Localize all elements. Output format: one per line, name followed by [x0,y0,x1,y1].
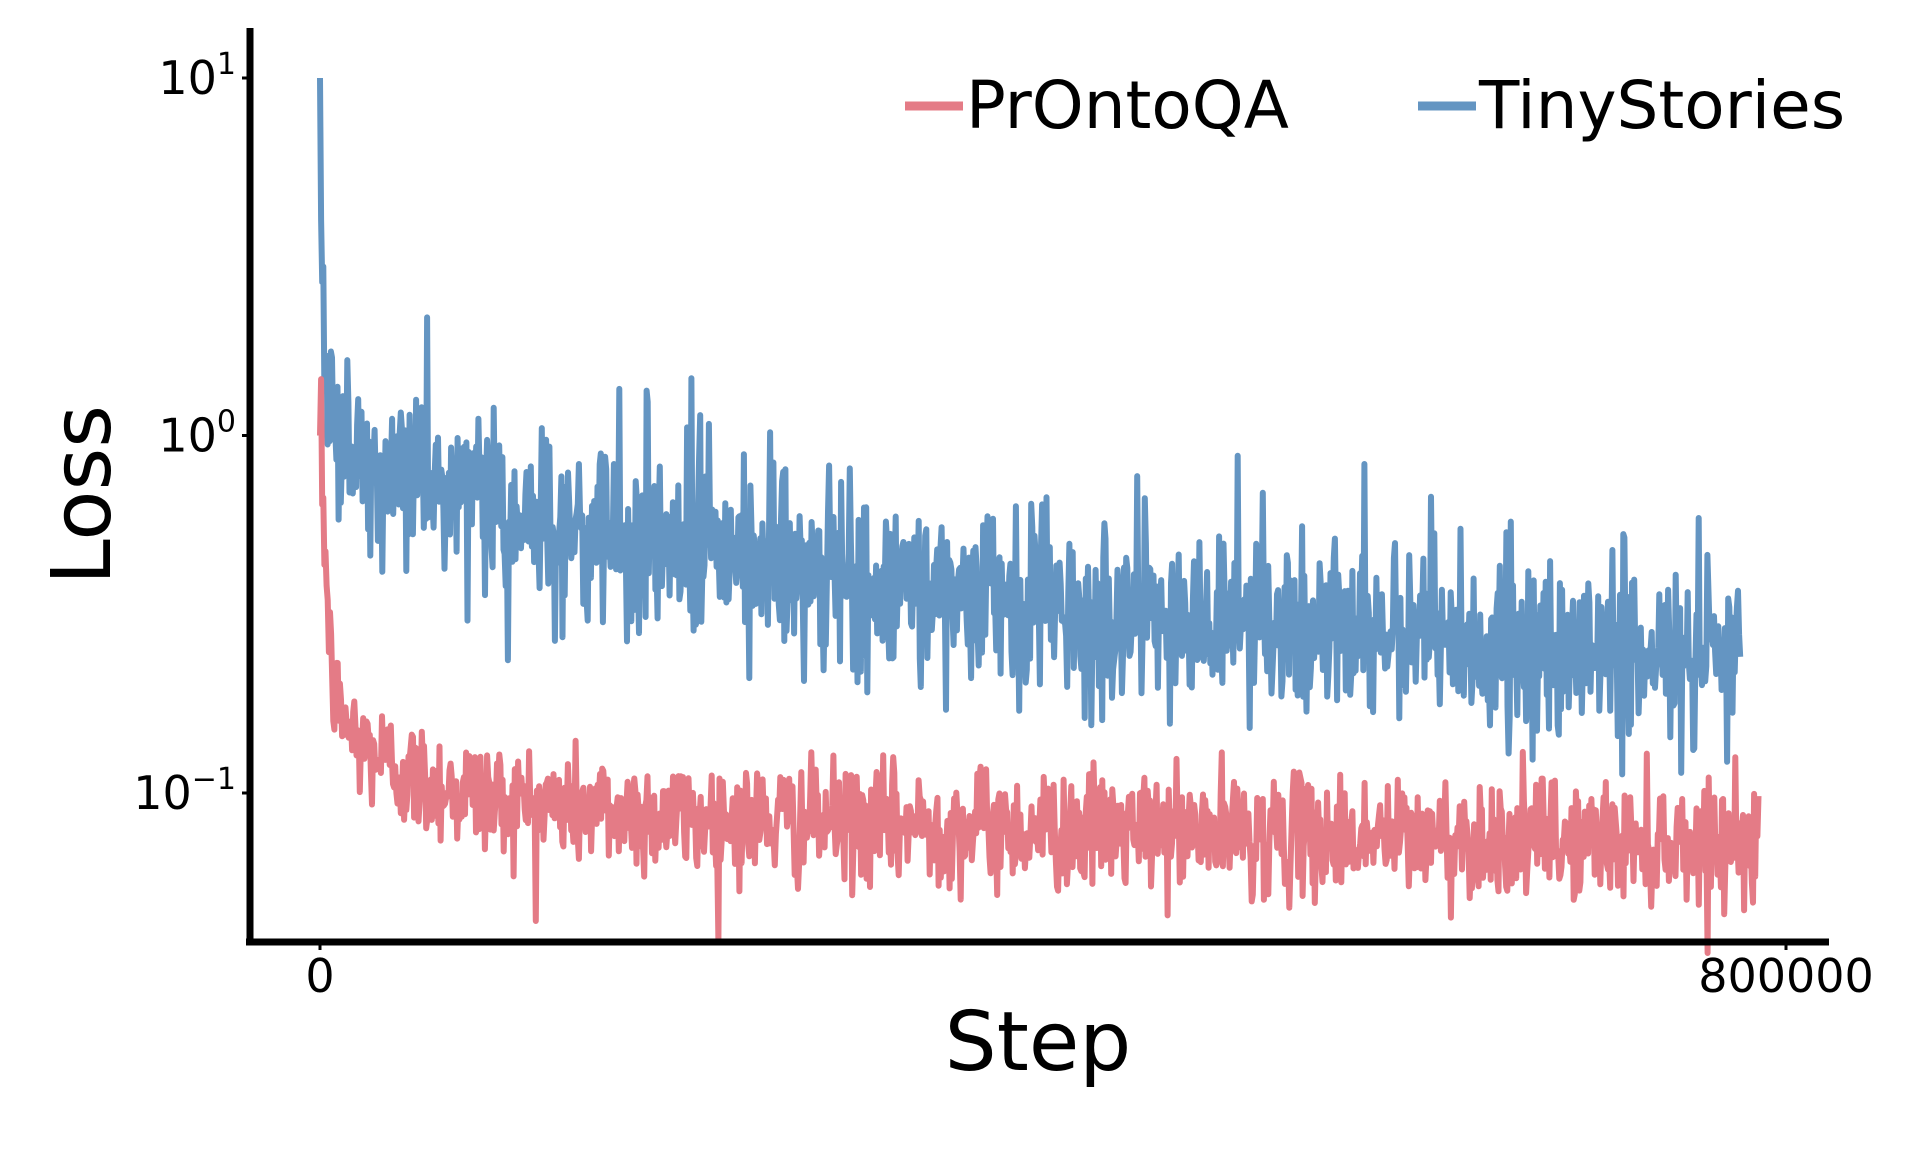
x-tick-label: 800000 [1698,949,1874,1003]
y-tick-label: 101 [158,47,236,105]
y-axis-label: Loss [35,405,130,585]
series-layer [317,77,1762,956]
legend-label-prontoqa: PrOntoQA [966,67,1289,144]
series-line-tinystories [317,77,1744,778]
series-line-prontoqa [317,376,1762,956]
x-ticks: 0 800000 [305,942,1874,1003]
legend-label-tinystories: TinyStories [1478,67,1845,144]
x-tick-label: 0 [305,949,334,1003]
y-ticks: 101 100 10−1 [133,47,250,820]
legend: PrOntoQA TinyStories [905,67,1845,144]
y-tick-label: 100 [158,405,236,463]
y-tick-label: 10−1 [133,762,236,820]
x-axis-label: Step [945,995,1132,1090]
